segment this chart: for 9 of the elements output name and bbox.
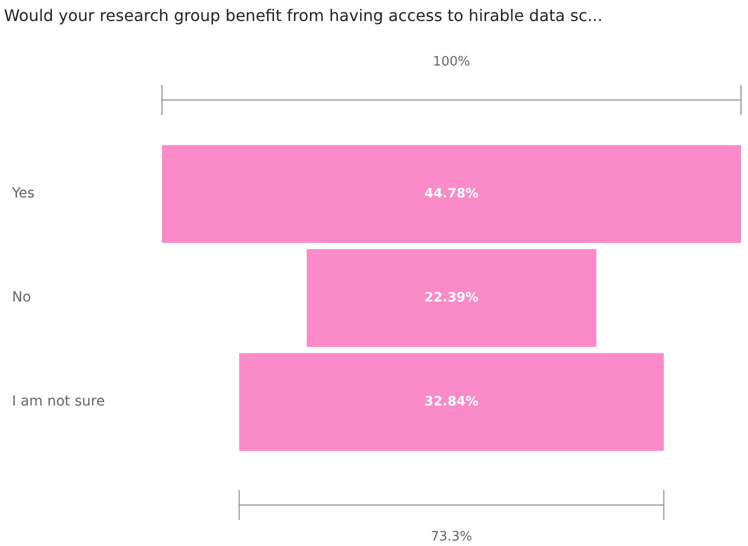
- data-label: 44.78%: [424, 186, 479, 202]
- data-label: 22.39%: [424, 290, 479, 306]
- text: 73.3%: [430, 529, 472, 544]
- text: 100%: [432, 54, 470, 70]
- category-label: Yes: [11, 186, 35, 202]
- data-label: 32.84%: [424, 394, 479, 410]
- category-label: No: [12, 290, 32, 306]
- category-label: I am not sure: [12, 394, 105, 410]
- text: Would your research group benefit from having access to hirable data sc...: [4, 6, 603, 25]
